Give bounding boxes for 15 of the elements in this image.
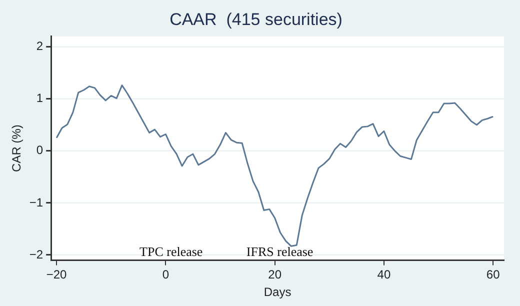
x-tick-label: 20: [268, 268, 282, 282]
y-tick-label: −1: [29, 195, 44, 210]
x-tick-label: −20: [46, 268, 68, 282]
y-tick-label: 2: [36, 39, 44, 54]
y-tick-label: 1: [36, 91, 44, 106]
x-tick-label: 0: [162, 268, 170, 282]
x-tick-label: 60: [486, 268, 500, 282]
chart-title: CAAR (415 securities): [170, 10, 342, 29]
x-tick-label: 40: [377, 268, 391, 282]
annotation: TPC release: [140, 244, 203, 260]
x-axis-title: Days: [264, 285, 292, 300]
y-tick-label: 0: [36, 143, 44, 158]
y-axis-title: CAR (%): [10, 124, 24, 172]
annotation: IFRS release: [246, 244, 314, 260]
y-tick-label: −2: [29, 247, 44, 262]
